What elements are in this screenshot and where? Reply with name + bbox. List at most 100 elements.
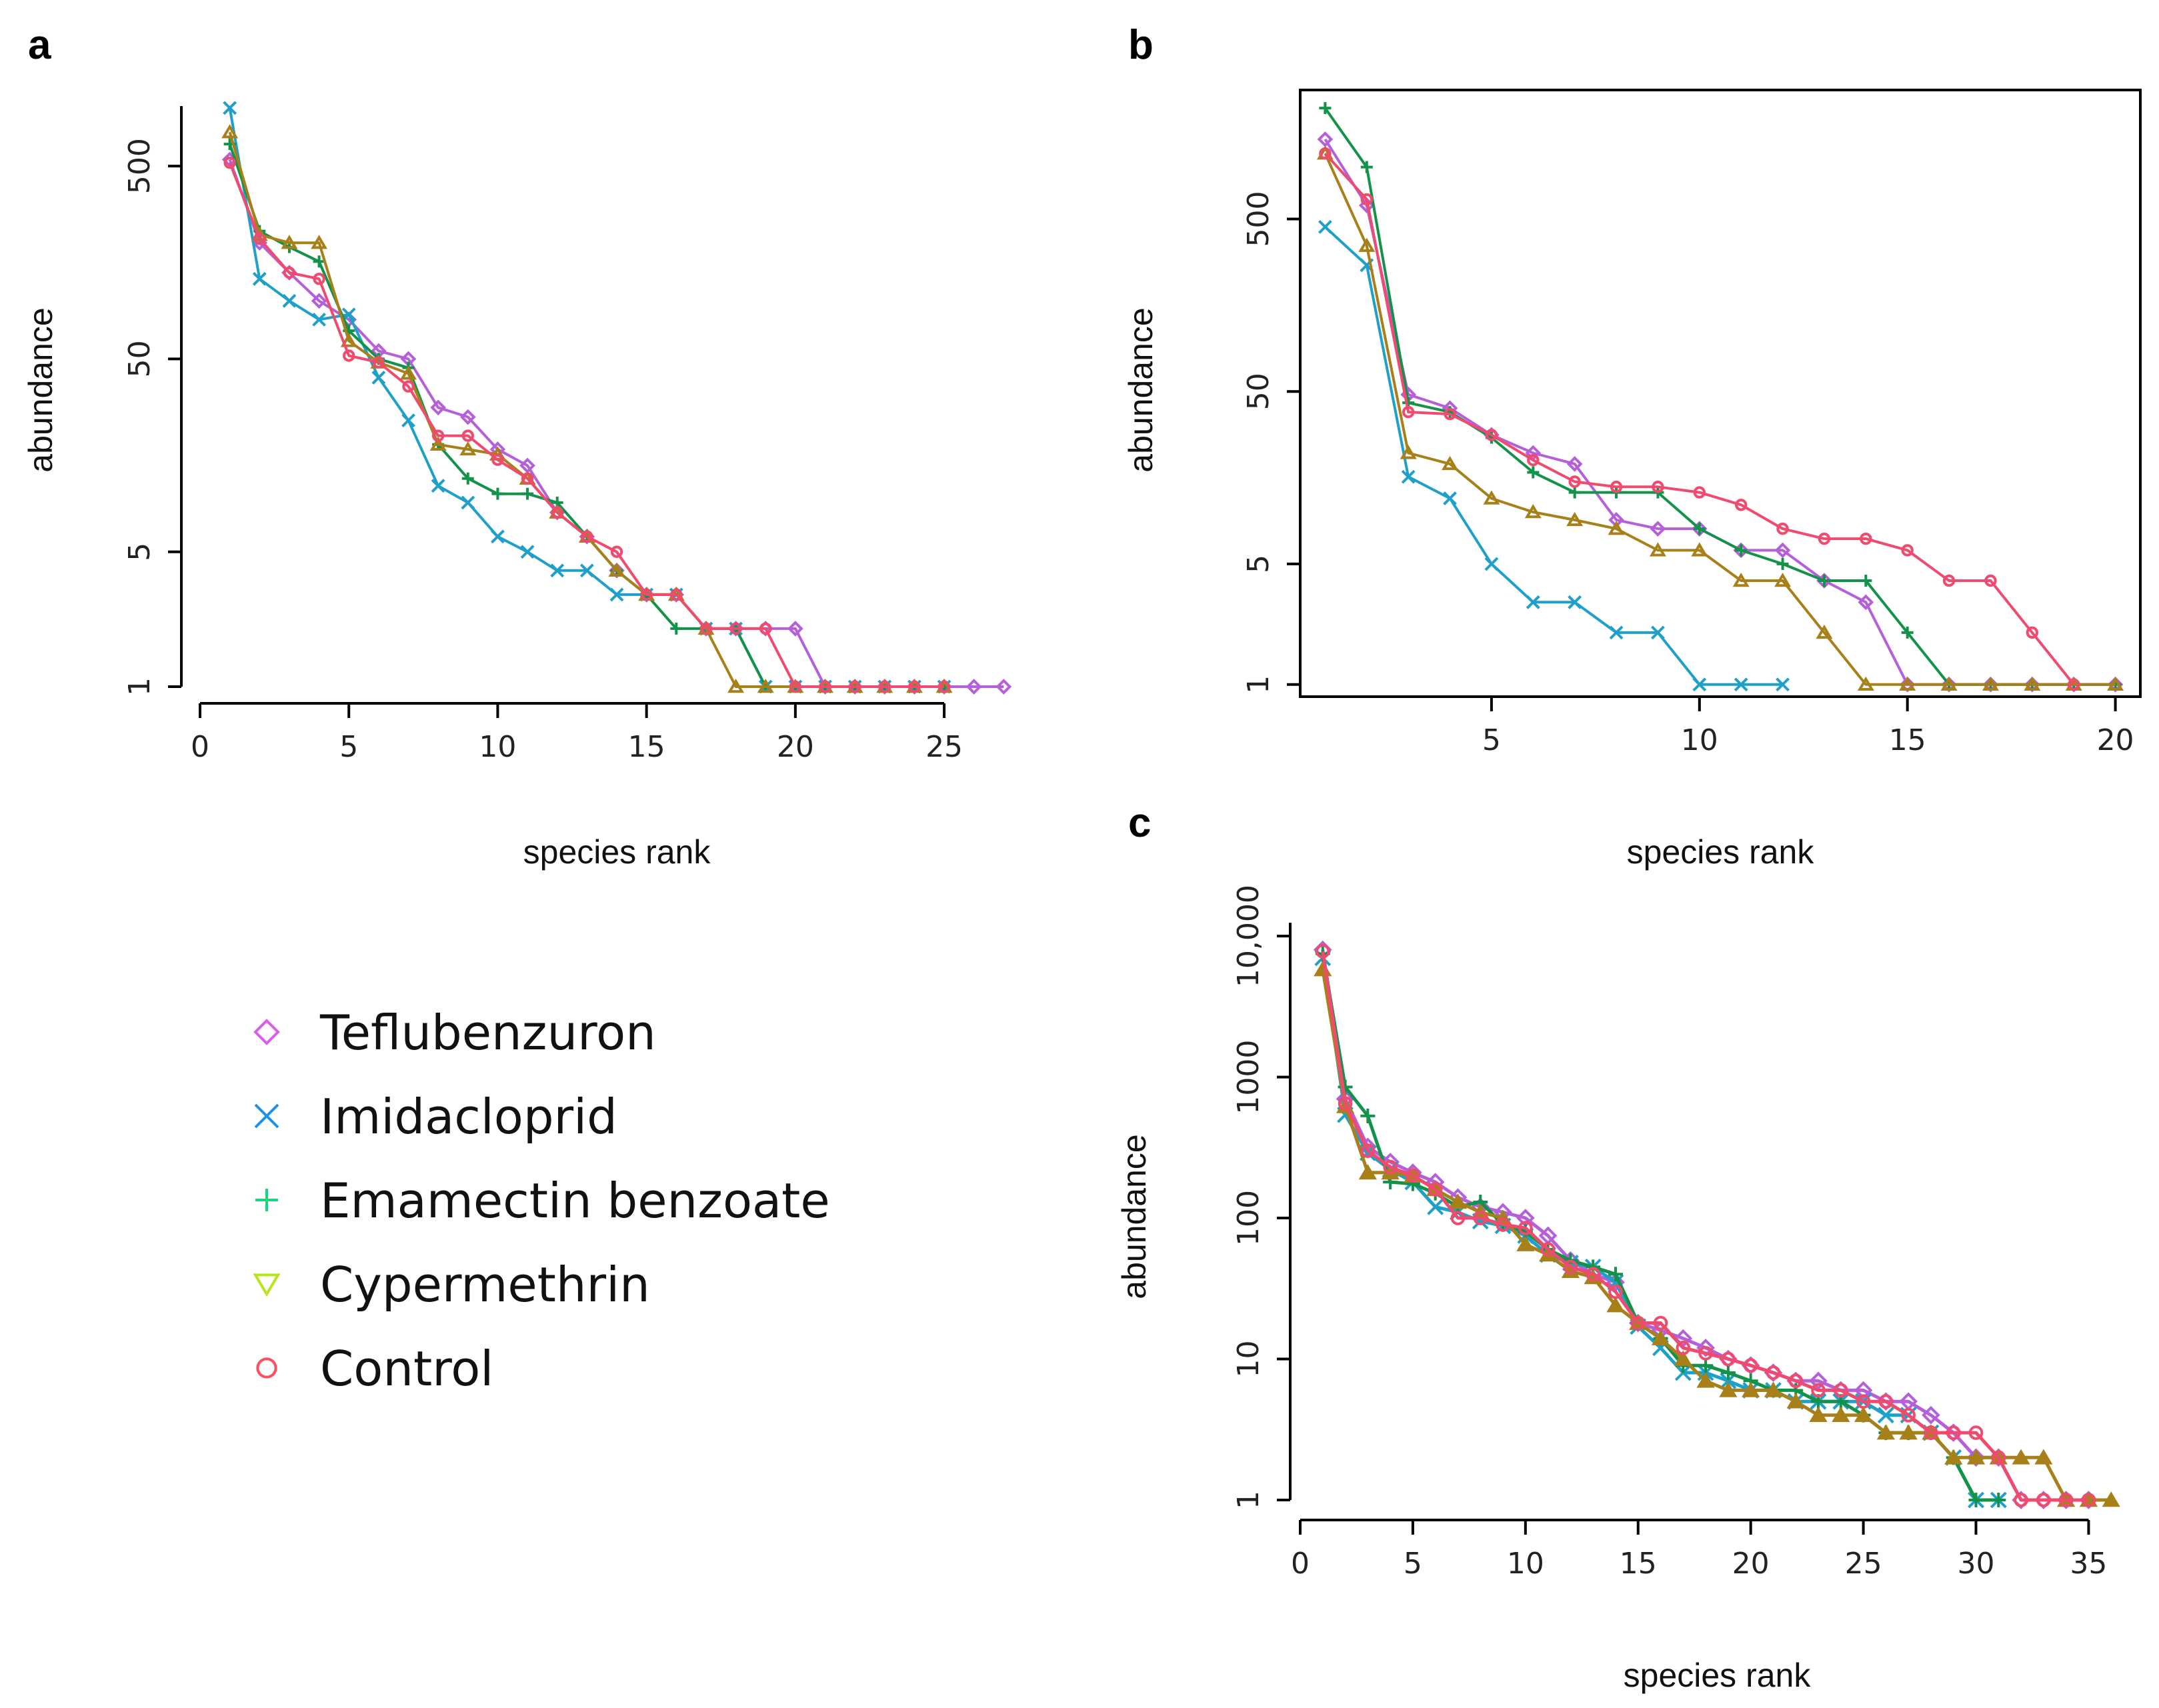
panel-a-letter: a bbox=[28, 22, 51, 68]
data-point-control bbox=[610, 545, 623, 558]
data-point-cypermethrin bbox=[1742, 1381, 1760, 1397]
data-point-imidacloprid bbox=[609, 587, 624, 602]
data-point-cypermethrin bbox=[1764, 1381, 1783, 1397]
y-tick-label: 10,000 bbox=[1232, 885, 1266, 987]
legend-label: Cypermethrin bbox=[320, 1257, 650, 1313]
data-point-imidacloprid bbox=[461, 495, 475, 510]
data-point-cypermethrin bbox=[400, 365, 417, 380]
legend-label: Imidacloprid bbox=[320, 1089, 617, 1145]
data-point-imidacloprid bbox=[579, 563, 594, 578]
data-point-imidacloprid bbox=[252, 271, 267, 286]
data-point-teflubenzuron bbox=[1809, 1371, 1828, 1391]
data-point-control bbox=[699, 622, 713, 635]
data-point-emamectin-benzoate bbox=[1360, 161, 1373, 173]
data-point-teflubenzuron bbox=[1566, 456, 1583, 472]
y-tick-label: 50 bbox=[123, 340, 157, 377]
data-point-control bbox=[1991, 1450, 2006, 1465]
data-point-control bbox=[2081, 1493, 2096, 1507]
data-point-emamectin-benzoate bbox=[1776, 557, 1789, 570]
y-tick-label: 1000 bbox=[1232, 1040, 1266, 1115]
data-point-cypermethrin bbox=[727, 678, 745, 693]
data-point-cypermethrin bbox=[1809, 1406, 1828, 1422]
data-point-control bbox=[1721, 1351, 1736, 1367]
legend-item-imidacloprid: Imidacloprid bbox=[254, 1089, 617, 1145]
data-point-teflubenzuron bbox=[995, 679, 1012, 695]
series-control bbox=[1319, 147, 2080, 691]
data-point-cypermethrin bbox=[1854, 1406, 1873, 1422]
data-point-control bbox=[1818, 532, 1831, 545]
data-point-control bbox=[313, 273, 325, 285]
data-point-imidacloprid bbox=[371, 371, 386, 385]
data-point-control bbox=[1968, 1425, 1984, 1440]
y-tick-label: 5 bbox=[1242, 555, 1276, 573]
data-point-control bbox=[1834, 1383, 1848, 1398]
data-point-teflubenzuron bbox=[459, 409, 476, 425]
x-tick-label: 15 bbox=[1889, 723, 1926, 757]
data-point-cypermethrin bbox=[2102, 1491, 2120, 1507]
data-point-imidacloprid bbox=[401, 413, 415, 428]
data-point-control bbox=[1878, 1394, 1894, 1409]
data-point-cypermethrin bbox=[1566, 511, 1584, 527]
x-tick-label: 0 bbox=[1291, 1547, 1310, 1581]
data-point-control bbox=[1924, 1425, 1938, 1440]
x-tick-label: 15 bbox=[628, 730, 665, 764]
data-point-emamectin-benzoate bbox=[1319, 102, 1332, 115]
data-point-control bbox=[1860, 532, 1872, 545]
data-point-cypermethrin bbox=[1608, 521, 1625, 535]
data-point-control bbox=[1610, 481, 1623, 493]
panel-c-letter: c bbox=[1128, 800, 1151, 846]
data-point-teflubenzuron bbox=[965, 679, 982, 695]
data-point-control bbox=[937, 680, 951, 693]
data-point-cypermethrin bbox=[1400, 445, 1417, 459]
data-point-imidacloprid bbox=[312, 312, 326, 327]
series-line-control bbox=[1321, 951, 2089, 1502]
series-emamectin-benzoate bbox=[1315, 946, 2006, 1507]
x-tick-label: 15 bbox=[1620, 1547, 1657, 1581]
data-point-teflubenzuron bbox=[1650, 521, 1666, 537]
legend-label: Teflubenzuron bbox=[319, 1005, 656, 1061]
y-tick-label: 500 bbox=[1242, 191, 1276, 247]
series-teflubenzuron bbox=[1313, 940, 2098, 1509]
data-point-control bbox=[521, 472, 534, 485]
data-point-control bbox=[1652, 481, 1664, 493]
data-point-control bbox=[1676, 1340, 1691, 1355]
data-point-cypermethrin bbox=[1448, 1193, 1468, 1209]
series-line-cypermethrin bbox=[228, 131, 945, 688]
legend-marker-cypermethrin bbox=[253, 1273, 281, 1297]
data-point-control bbox=[1743, 1358, 1758, 1373]
data-point-cypermethrin bbox=[1899, 676, 1916, 691]
data-point-cypermethrin bbox=[1483, 490, 1500, 505]
data-point-imidacloprid bbox=[1427, 1198, 1444, 1215]
data-point-control bbox=[1942, 574, 1956, 587]
data-point-emamectin-benzoate bbox=[313, 255, 325, 268]
data-point-emamectin-benzoate bbox=[670, 622, 683, 635]
data-point-control bbox=[1901, 1407, 1916, 1423]
data-point-control bbox=[1360, 1143, 1376, 1158]
data-point-cypermethrin bbox=[281, 235, 298, 249]
data-point-emamectin-benzoate bbox=[521, 487, 534, 500]
data-point-control bbox=[759, 622, 772, 635]
data-point-control bbox=[1568, 475, 1581, 488]
data-point-emamectin-benzoate bbox=[1527, 466, 1540, 479]
data-point-control bbox=[878, 680, 891, 693]
data-point-control bbox=[1383, 1159, 1398, 1175]
data-point-cypermethrin bbox=[459, 441, 477, 456]
x-tick-label: 25 bbox=[1845, 1547, 1882, 1581]
series-line-control bbox=[228, 162, 945, 688]
data-point-cypermethrin bbox=[1944, 1449, 1963, 1465]
data-point-control bbox=[1630, 1315, 1646, 1331]
panel-c: c species rank abundance 110100100010,00… bbox=[1116, 800, 2120, 1694]
data-point-control bbox=[1406, 1168, 1420, 1183]
legend-label: Control bbox=[320, 1341, 493, 1397]
x-tick-label: 35 bbox=[2070, 1547, 2107, 1581]
data-point-emamectin-benzoate bbox=[1735, 544, 1748, 557]
data-point-imidacloprid bbox=[550, 563, 565, 578]
data-point-cypermethrin bbox=[1966, 1449, 1986, 1465]
data-point-cypermethrin bbox=[1606, 1297, 1625, 1313]
data-point-control bbox=[1444, 407, 1456, 421]
series-imidacloprid bbox=[1314, 949, 2007, 1509]
data-point-imidacloprid bbox=[1318, 219, 1332, 234]
data-point-teflubenzuron bbox=[1696, 1338, 1715, 1357]
data-point-control bbox=[1563, 1259, 1578, 1275]
legend-item-emamectin-benzoate: Emamectin benzoate bbox=[255, 1173, 830, 1229]
